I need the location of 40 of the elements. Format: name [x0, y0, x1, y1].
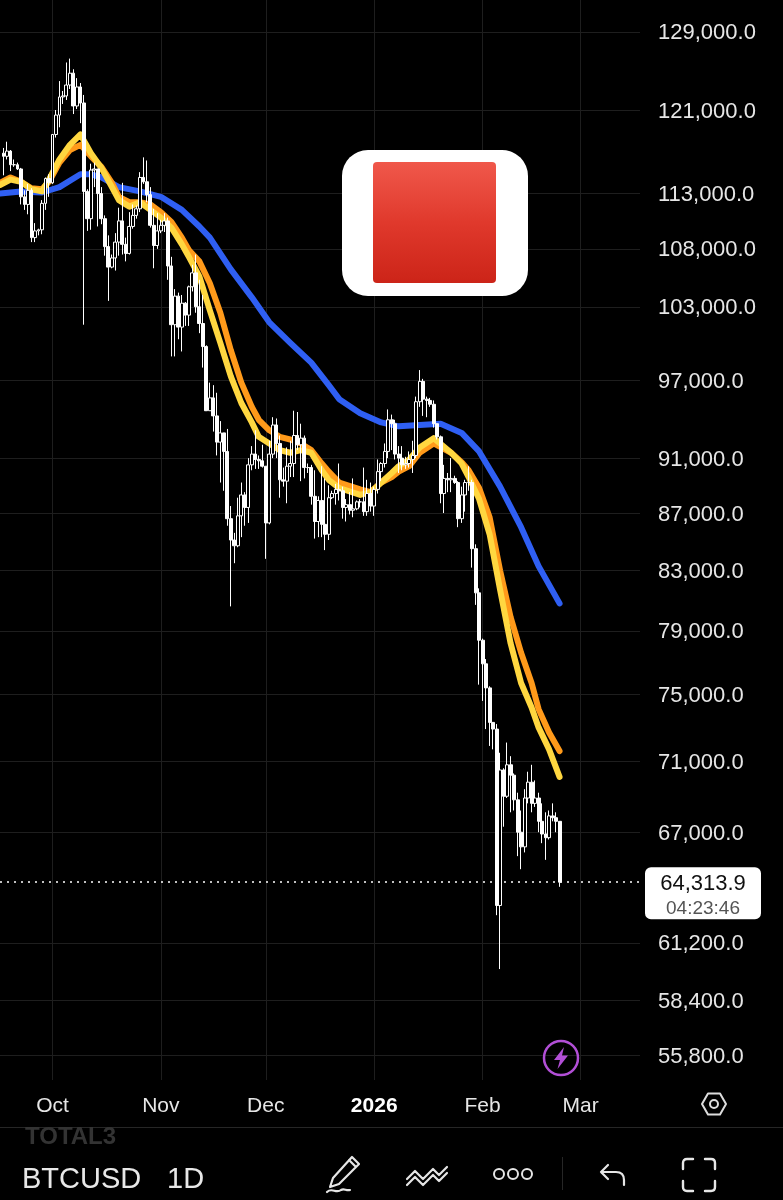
x-tick-label: Nov	[142, 1093, 181, 1116]
ref-line-label: 64,313.9	[660, 869, 746, 895]
y-tick-label: 91,000.0	[658, 445, 744, 471]
y-tick-label: 121,000.0	[658, 97, 756, 123]
y-tick-label: 113,000.0	[658, 181, 755, 207]
x-tick-label: Dec	[247, 1093, 285, 1116]
candlestick	[530, 764, 534, 813]
candlestick	[64, 61, 68, 101]
y-tick-label: 129,000.0	[658, 19, 756, 45]
candlestick	[400, 445, 404, 471]
candlestick	[456, 480, 460, 528]
x-tick-label: Mar	[562, 1093, 599, 1116]
candlestick	[89, 163, 93, 231]
candlestick	[292, 410, 296, 478]
y-tick-label: 83,000.0	[658, 558, 744, 584]
y-tick-label: 67,000.0	[658, 819, 744, 845]
candlestick	[30, 187, 33, 243]
y-tick-label: 108,000.0	[658, 236, 756, 262]
y-tick-label: 79,000.0	[658, 618, 744, 644]
x-tick-label: Feb	[464, 1093, 501, 1116]
candlestick	[253, 429, 257, 470]
candlestick	[369, 482, 373, 513]
candlestick	[362, 467, 366, 517]
x-tick-label: 2026	[350, 1093, 398, 1116]
y-tick-label: 87,000.0	[658, 500, 744, 526]
candlestick	[313, 469, 317, 540]
y-tick-label: 97,000.0	[658, 367, 744, 393]
text: BTCUSD	[22, 1162, 142, 1194]
y-tick-label: 71,000.0	[658, 748, 744, 774]
candlestick	[180, 294, 184, 352]
text: 1D	[167, 1162, 205, 1194]
y-tick-label: 75,000.0	[658, 681, 744, 707]
y-tick-label: 55,800.0	[658, 1043, 744, 1069]
y-tick-label: 61,200.0	[658, 930, 744, 956]
text: 04:23:46	[666, 896, 740, 918]
candlestick	[351, 477, 355, 518]
x-tick-label: Oct	[36, 1093, 69, 1116]
y-tick-label: 103,000.0	[658, 294, 756, 320]
y-tick-label: 58,400.0	[658, 987, 744, 1013]
candlestick	[449, 457, 453, 493]
